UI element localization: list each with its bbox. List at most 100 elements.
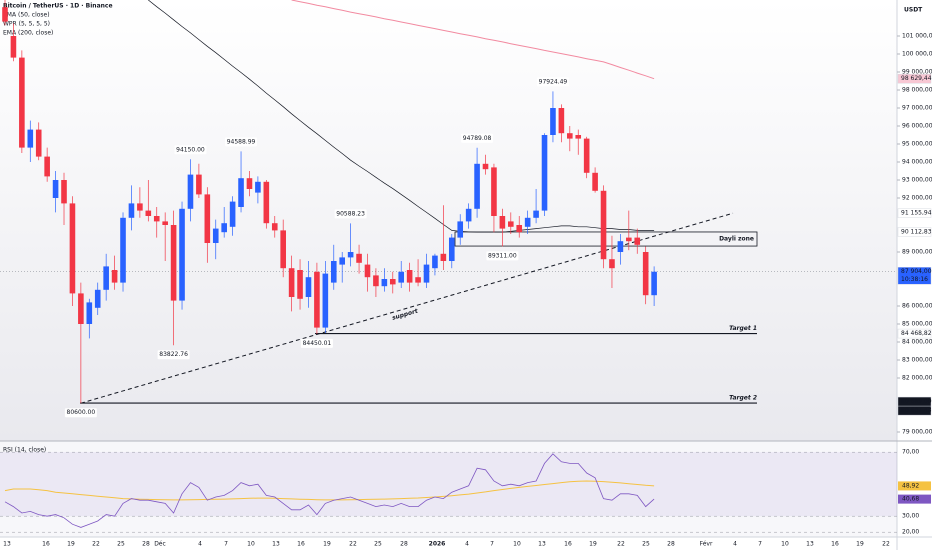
y-tick-label: 82 000,00 [902,375,932,382]
low-label: 84450.01 [303,340,332,347]
y-tick-label: 84 000,00 [902,339,932,346]
x-tick-label: 19 [67,541,75,548]
candle-body [330,261,337,283]
price-label-bg [897,405,932,416]
candle-body [347,252,354,258]
candle-body [111,270,118,283]
x-tick-label: 4 [733,541,737,548]
y-tick-label: 83 000,00 [902,357,932,364]
candle-body [381,279,388,287]
rsi-pane [0,441,897,537]
label-bg [300,338,333,348]
price-label-bg [897,328,932,339]
price-label: 98 629,44 [901,75,932,82]
candle-body [558,108,565,134]
rsi-ma-line [4,480,655,501]
candle-body [389,279,396,285]
candle-body [575,135,582,139]
x-tick-label: 19 [323,541,331,548]
rsi-band [0,452,897,517]
y-tick-label: 92 000,00 [902,195,932,202]
y-tick-label: 85 000,00 [902,321,932,328]
candle-body [406,270,413,283]
candle-body [314,271,320,328]
symbol-title: Bitcoin / TetherUS · 1D · Binance [3,3,113,10]
y-tick-label: 97 000,00 [902,105,932,112]
y-tick-label: 95 000,00 [902,141,932,148]
x-tick-label: 16 [831,541,839,548]
candle-body [288,268,295,297]
candle-body [44,156,50,177]
candle-body [69,203,76,294]
candle-body [634,237,641,245]
label-bg [174,145,207,155]
candle-body [2,7,8,22]
candle-body [465,208,472,222]
target-label: Target 2 [729,395,757,402]
candle-body [364,264,371,278]
x-tick-label: 22 [882,541,890,548]
label-bg [461,133,494,143]
x-tick-label: 4 [465,541,469,548]
price-label: 40,68 [902,496,919,503]
candle-body [187,174,194,209]
candle-body [440,253,447,261]
x-tick-label: 25 [117,541,125,548]
candle-body [246,178,253,189]
candle-body [128,203,135,218]
zone-label: Dayli zone [719,236,754,243]
x-tick-label: 16 [564,541,572,548]
candle-body [263,181,270,224]
candle-body [255,181,261,193]
candle-body [61,180,67,204]
high-label: 97924.49 [539,78,568,85]
target-label: Target 1 [729,325,757,332]
price-label-bg [897,267,932,285]
candle-body [499,216,506,229]
candle-body [373,275,379,287]
legend-ema: EMA (200, close) [3,30,53,37]
candle-body [27,129,34,148]
low-label: 89311.00 [488,252,517,259]
x-tick-label: 13 [806,541,814,548]
candle-body [356,253,362,263]
price-label-bg [897,227,932,237]
candle-body [52,180,59,198]
candle-body [162,221,168,225]
y-tick-label: 79 000,00 [902,429,932,436]
candle-body [94,289,101,308]
candle-body [448,237,455,261]
candle-body [617,241,624,252]
candle-body [120,217,126,283]
candle-body [609,259,615,269]
candle-body [339,257,345,265]
legend-sma: SMA (50, close) [3,12,50,19]
candle-body [78,293,84,324]
x-tick-label: Févr [700,541,713,548]
label-bg [64,408,97,418]
currency: USDT [904,7,923,14]
candle-body [103,266,109,290]
countdown: 10:38:16 [901,276,928,283]
candle-body [491,167,497,216]
low-label: 83822.76 [159,351,188,358]
x-tick-label: 7 [490,541,494,548]
y-tick-label: 96 000,00 [902,123,932,130]
y-tick-label: 100 000,00 [902,51,932,58]
y-tick-label: 30,00 [902,513,919,520]
label-bg [334,209,367,219]
candle-body [179,208,185,301]
x-tick-label: 28 [400,541,408,548]
candle-body [398,271,405,283]
x-tick-label: 10 [781,541,789,548]
x-tick-label: 7 [224,541,228,548]
candle-body [516,225,523,233]
y-tick-label: 20,00 [902,529,919,536]
x-tick-label: 10 [513,541,521,548]
candle-body [541,135,548,211]
price-label: 87 904,00 [901,268,932,275]
candle-body [229,201,236,227]
candle-body [550,108,556,135]
candle-body [137,203,143,211]
y-tick-label: 93 000,00 [902,177,932,184]
